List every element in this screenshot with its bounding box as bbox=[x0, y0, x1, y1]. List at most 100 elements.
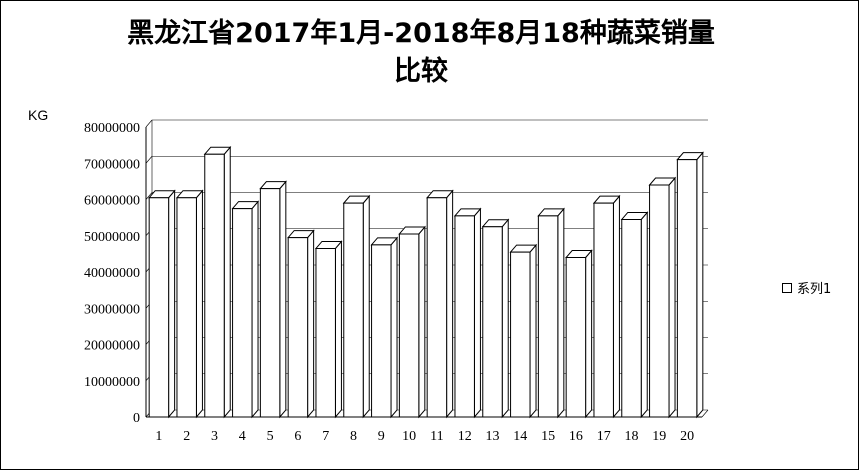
y-tick-label: 10000000 bbox=[84, 375, 140, 390]
x-tick-label: 19 bbox=[652, 429, 666, 444]
bar-front bbox=[148, 197, 170, 418]
bar bbox=[481, 218, 510, 419]
bar-side bbox=[529, 243, 537, 419]
x-tick-label: 8 bbox=[350, 429, 357, 444]
y-tick-label: 70000000 bbox=[84, 157, 140, 172]
x-tick-label: 12 bbox=[458, 429, 472, 444]
bar bbox=[592, 194, 621, 419]
x-tick-label: 18 bbox=[625, 429, 639, 444]
floor-edge bbox=[701, 409, 709, 418]
x-tick-label: 17 bbox=[597, 429, 611, 444]
bar-front bbox=[593, 202, 614, 418]
bar bbox=[259, 180, 287, 419]
bar bbox=[453, 207, 482, 419]
bar-front bbox=[343, 202, 364, 418]
x-tick-label: 2 bbox=[183, 429, 190, 444]
legend-swatch bbox=[782, 282, 792, 293]
y-tick-label: 50000000 bbox=[84, 230, 140, 245]
bar-front bbox=[315, 247, 336, 418]
legend: 系列1 bbox=[782, 278, 831, 297]
bar bbox=[537, 207, 565, 419]
y-tick-label: 40000000 bbox=[84, 266, 140, 281]
chart-title: 黑龙江省2017年1月-2018年8月18种蔬菜销量 比较 bbox=[61, 15, 781, 91]
bar-front bbox=[176, 197, 197, 418]
x-tick-label: 13 bbox=[486, 429, 500, 444]
bar-front bbox=[454, 215, 475, 418]
x-tick-label: 3 bbox=[211, 429, 218, 444]
bar-side bbox=[307, 229, 315, 419]
bar-front bbox=[482, 226, 503, 418]
bar-side bbox=[195, 189, 203, 419]
bar-front bbox=[649, 184, 670, 418]
bar-side bbox=[696, 151, 704, 419]
chart-title-line-2: 比较 bbox=[394, 56, 448, 87]
y-tick-label: 0 bbox=[133, 411, 140, 426]
x-tick-label: 15 bbox=[541, 429, 555, 444]
bar bbox=[231, 200, 260, 419]
bar bbox=[314, 240, 343, 419]
y-tick-label: 20000000 bbox=[84, 339, 140, 354]
bar-side bbox=[501, 218, 509, 419]
y-tick-label: 30000000 bbox=[84, 302, 140, 317]
bar bbox=[509, 243, 538, 419]
bar-front bbox=[537, 215, 559, 418]
bar-front bbox=[565, 257, 587, 418]
bar-front bbox=[426, 197, 448, 418]
bar-front bbox=[621, 218, 642, 418]
bar bbox=[676, 151, 704, 419]
bar bbox=[565, 249, 593, 419]
bar-side bbox=[390, 236, 398, 419]
bar-side bbox=[640, 211, 648, 419]
bar-side bbox=[168, 189, 176, 419]
bar-side bbox=[446, 189, 454, 419]
gridline-side bbox=[145, 119, 153, 128]
x-tick-label: 1 bbox=[155, 429, 162, 444]
bar bbox=[620, 211, 649, 419]
bar-front bbox=[398, 233, 420, 418]
y-tick-label: 60000000 bbox=[84, 194, 140, 209]
gridline-side bbox=[145, 156, 153, 164]
x-tick-label: 4 bbox=[239, 429, 246, 444]
x-tick-label: 5 bbox=[267, 429, 274, 444]
bar-side bbox=[279, 180, 287, 419]
y-axis-unit-label: KG bbox=[28, 107, 49, 123]
x-tick-label: 14 bbox=[513, 429, 527, 444]
bar-side bbox=[334, 240, 342, 419]
bar-side bbox=[557, 207, 565, 419]
bar-side bbox=[473, 207, 481, 419]
x-tick-label: 9 bbox=[378, 429, 385, 444]
legend-label: 系列1 bbox=[797, 282, 832, 297]
bar bbox=[370, 236, 399, 419]
bar-front bbox=[259, 188, 281, 418]
bar bbox=[287, 229, 315, 419]
x-tick-label: 11 bbox=[430, 429, 443, 444]
chart-title-line-1: 黑龙江省2017年1月-2018年8月18种蔬菜销量 bbox=[127, 18, 715, 49]
x-tick-label: 6 bbox=[294, 429, 301, 444]
bar-front bbox=[371, 244, 392, 418]
bar bbox=[426, 189, 454, 419]
bar-front bbox=[232, 208, 253, 418]
bar bbox=[342, 194, 371, 419]
bar bbox=[175, 189, 204, 419]
bar-side bbox=[418, 225, 426, 419]
bar bbox=[648, 176, 677, 419]
gridline-side bbox=[145, 192, 153, 200]
bar-side bbox=[668, 176, 676, 419]
bar-front bbox=[204, 153, 225, 418]
bar-front bbox=[287, 237, 309, 418]
x-tick-label: 16 bbox=[569, 429, 583, 444]
bar-side bbox=[362, 194, 370, 419]
bar bbox=[203, 145, 232, 419]
bar-side bbox=[585, 249, 593, 419]
x-tick-label: 7 bbox=[322, 429, 329, 444]
bar-front bbox=[510, 251, 531, 418]
bar-side bbox=[251, 200, 259, 419]
y-tick-label: 80000000 bbox=[84, 121, 140, 136]
x-tick-label: 20 bbox=[680, 429, 694, 444]
bar-front bbox=[676, 159, 698, 418]
bar-side bbox=[612, 194, 620, 419]
bar bbox=[398, 225, 426, 419]
bar-side bbox=[223, 145, 231, 419]
